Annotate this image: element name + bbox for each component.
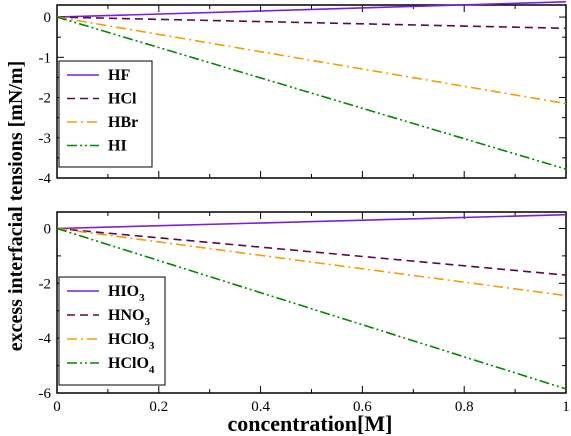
- legend-label-text: HNO: [108, 307, 144, 324]
- y-tick-label: -4: [39, 331, 52, 347]
- legend-box: [58, 60, 153, 168]
- series-line-hcl: [56, 16, 567, 30]
- series-line-hio3: [56, 213, 567, 230]
- legend-label-subscript: 3: [149, 340, 155, 352]
- legend-label-text: HF: [108, 67, 130, 84]
- legend-label-text: HClO: [108, 331, 149, 348]
- y-tick-label: -3: [39, 131, 52, 147]
- x-tick-label: 0.6: [353, 399, 372, 415]
- x-tick-label: 0.8: [455, 399, 474, 415]
- legend-label-text: HI: [108, 138, 127, 155]
- x-tick-label: 0.4: [251, 399, 270, 415]
- legend-label: HClO3: [108, 331, 155, 352]
- y-axis-label: excess interfacial tensions [mN/m]: [5, 61, 27, 352]
- series-line-hbr: [56, 16, 567, 105]
- y-tick-label: 0: [44, 10, 52, 26]
- y-tick-label: -6: [39, 386, 52, 402]
- legend-label: HBr: [108, 114, 138, 131]
- legend-label: HClO4: [108, 355, 155, 376]
- legend-label: HNO3: [108, 307, 150, 328]
- legend-label: HCl: [108, 91, 137, 108]
- series-line-hi: [56, 16, 567, 170]
- legend-label-subscript: 3: [144, 316, 150, 328]
- y-tick-label: -4: [39, 171, 52, 187]
- top-panel: 0 -1 -2 -3 -4 HF HCl HBr HI: [39, 1, 567, 187]
- series-line-hclo3: [56, 227, 567, 297]
- series-line-hclo4: [56, 227, 567, 390]
- legend-box: [58, 276, 166, 386]
- x-tick-label: 0: [53, 399, 61, 415]
- legend-label-subscript: 4: [149, 364, 155, 376]
- y-tick-label: 0: [44, 221, 52, 237]
- legend-label-text: HBr: [108, 114, 138, 131]
- x-tick-label: 0.2: [149, 399, 168, 415]
- x-axis-label: concentration[M]: [228, 411, 393, 436]
- y-tick-label: -2: [39, 276, 52, 292]
- legend-label: HIO3: [108, 283, 145, 304]
- x-tick-label: 1: [562, 399, 570, 415]
- y-tick-label: -2: [39, 91, 52, 107]
- legend-label-text: HClO: [108, 355, 149, 372]
- legend-label: HI: [108, 138, 127, 155]
- y-tick-label: -1: [39, 50, 52, 66]
- legend-label-text: HCl: [108, 91, 137, 108]
- series-line-hno3: [56, 227, 567, 276]
- legend-label: HF: [108, 67, 130, 84]
- legend-label-text: HIO: [108, 283, 139, 300]
- series-line-hf: [56, 1, 567, 18]
- legend-label-subscript: 3: [139, 292, 145, 304]
